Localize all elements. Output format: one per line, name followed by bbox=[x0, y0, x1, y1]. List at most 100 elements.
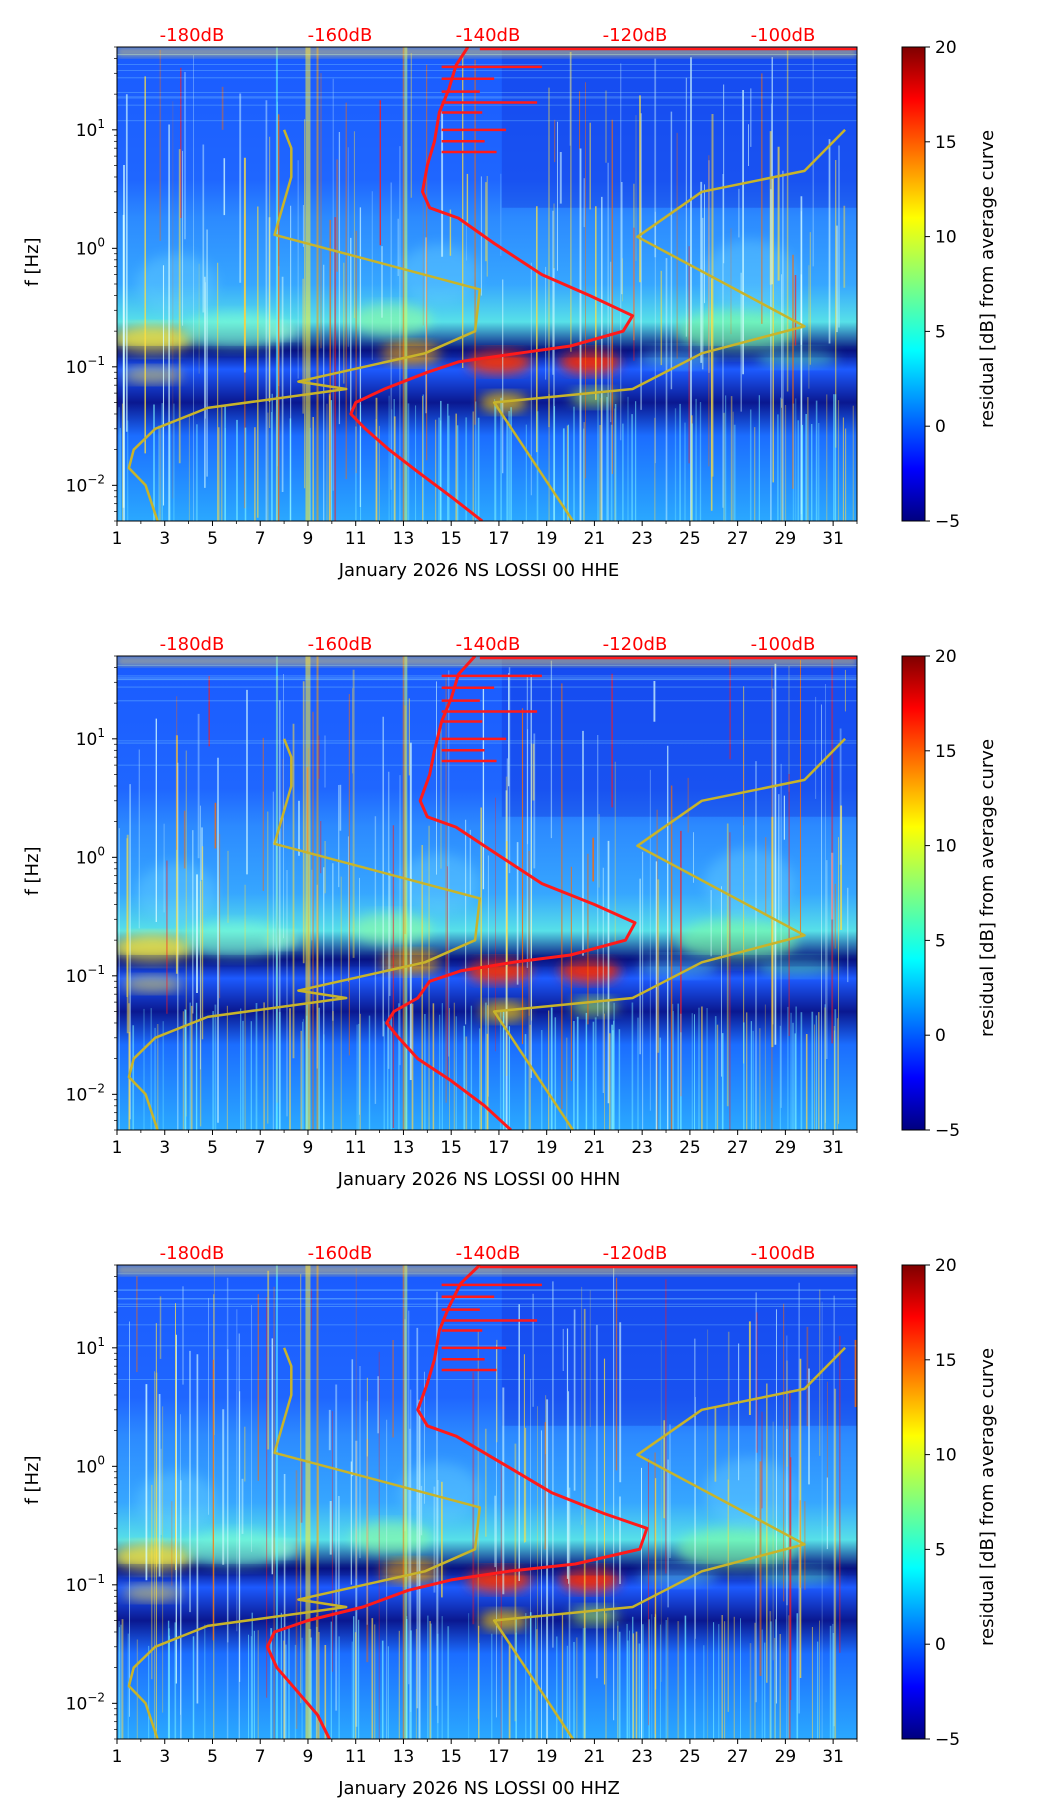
energy-patch bbox=[677, 918, 798, 963]
top-axis-label: -140dB bbox=[456, 1243, 521, 1264]
energy-patch bbox=[181, 922, 292, 959]
low-frequency-streaks bbox=[128, 1002, 839, 1130]
colorbar-tick-label: 15 bbox=[935, 742, 957, 762]
top-axis-label: -140dB bbox=[456, 25, 521, 46]
energy-patch bbox=[266, 323, 303, 340]
energy-patch bbox=[351, 303, 432, 336]
colorbar-label: residual [dB] from average curve bbox=[977, 130, 998, 428]
y-tick-label: 10−2 bbox=[66, 1081, 105, 1105]
x-tick-label: 5 bbox=[207, 1747, 218, 1767]
top-axis: -180dB -160dB -140dB -120dB -100dB bbox=[160, 25, 816, 46]
colorbar-tick-label: −5 bbox=[935, 1121, 960, 1141]
x-tick-label: 9 bbox=[303, 1138, 314, 1158]
x-tick-label: 3 bbox=[159, 1747, 170, 1767]
x-tick-label: 11 bbox=[345, 529, 367, 549]
top-axis-label: -120dB bbox=[603, 25, 668, 46]
top-axis-label: -100dB bbox=[751, 634, 816, 655]
energy-patch bbox=[117, 934, 193, 963]
y-axis: 10−2 10−1 100 101 bbox=[66, 655, 117, 1131]
colorbar-tick-label: 5 bbox=[935, 931, 946, 951]
x-tick-label: 27 bbox=[727, 1138, 749, 1158]
vertical-streaks bbox=[122, 47, 846, 521]
energy-patch bbox=[757, 1566, 838, 1585]
x-tick-label: 23 bbox=[631, 1138, 653, 1158]
x-tick-label: 5 bbox=[207, 529, 218, 549]
energy-patch bbox=[122, 1585, 183, 1602]
x-tick-label: 9 bbox=[303, 1747, 314, 1767]
x-tick-label: 25 bbox=[679, 529, 701, 549]
y-tick-label: 10−2 bbox=[66, 472, 105, 496]
y-axis-label: f [Hz] bbox=[22, 1455, 43, 1504]
energy-patch bbox=[117, 325, 193, 354]
y-tick-label: 10−2 bbox=[66, 1690, 105, 1714]
colorbar: −5 0 5 10 15 20 residual [dB] from average cur… bbox=[901, 1256, 998, 1750]
x-tick-label: 7 bbox=[255, 1747, 266, 1767]
x-tick-label: 21 bbox=[584, 1138, 606, 1158]
x-tick-label: 13 bbox=[393, 1138, 415, 1158]
top-axis-label: -180dB bbox=[160, 1243, 225, 1264]
x-tick-label: 11 bbox=[345, 1138, 367, 1158]
x-tick-label: 29 bbox=[775, 1747, 797, 1767]
x-tick-label: 9 bbox=[303, 529, 314, 549]
top-axis-label: -180dB bbox=[160, 25, 225, 46]
x-tick-label: 23 bbox=[631, 529, 653, 549]
mean-psd-curve bbox=[349, 47, 635, 521]
colorbar-tick-label: 20 bbox=[935, 1256, 957, 1276]
x-tick-label: 1 bbox=[112, 1138, 123, 1158]
colorbar-label: residual [dB] from average curve bbox=[977, 739, 998, 1037]
colorbar-tick-label: 10 bbox=[935, 1446, 957, 1466]
energy-patch bbox=[351, 912, 432, 945]
colorbar: −5 0 5 10 15 20 residual [dB] from average cur… bbox=[901, 647, 998, 1141]
heatmap-region bbox=[501, 656, 857, 817]
x-tick-label: 15 bbox=[440, 1747, 462, 1767]
energy-patch bbox=[399, 244, 480, 305]
x-tick-label: 21 bbox=[584, 1747, 606, 1767]
top-axis-label: -160dB bbox=[308, 634, 373, 655]
top-axis-label: -160dB bbox=[308, 25, 373, 46]
y-tick-label: 101 bbox=[76, 1335, 105, 1359]
heatmap-region bbox=[117, 1563, 857, 1576]
colorbar-tick-label: 15 bbox=[935, 1351, 957, 1371]
colorbar-tick-label: −5 bbox=[935, 1730, 960, 1750]
low-noise-model-curve bbox=[127, 738, 482, 1130]
x-axis: 1 3 5 7 9 11 13 15 17 19 21 23 25 27 29 31 bbox=[112, 1130, 858, 1158]
y-axis-label: f [Hz] bbox=[22, 846, 43, 895]
x-tick-label: 29 bbox=[775, 1138, 797, 1158]
top-band bbox=[117, 656, 857, 666]
x-axis: 1 3 5 7 9 11 13 15 17 19 21 23 25 27 29 31 bbox=[112, 1739, 858, 1767]
colorbar-label: residual [dB] from average curve bbox=[977, 1348, 998, 1646]
colorbar-tick-label: 0 bbox=[935, 1635, 946, 1655]
top-axis-label: -120dB bbox=[603, 634, 668, 655]
energy-patch bbox=[181, 1531, 292, 1568]
x-tick-label: 15 bbox=[440, 529, 462, 549]
y-tick-label: 101 bbox=[76, 726, 105, 750]
x-tick-label: 11 bbox=[345, 1747, 367, 1767]
psd-spikes bbox=[441, 47, 857, 154]
y-axis: 10−2 10−1 100 101 bbox=[66, 46, 117, 522]
energy-patch bbox=[117, 1543, 193, 1572]
colorbar-tick-label: 20 bbox=[935, 647, 957, 667]
x-axis: 1 3 5 7 9 11 13 15 17 19 21 23 25 27 29 31 bbox=[112, 521, 858, 549]
x-tick-label: 21 bbox=[584, 529, 606, 549]
energy-patch bbox=[122, 976, 183, 993]
x-axis-label: January 2026 NS LOSSI 00 HHZ bbox=[337, 1778, 620, 1799]
colorbar-tick-label: 0 bbox=[935, 1026, 946, 1046]
energy-patch bbox=[677, 309, 798, 354]
colorbar-gradient bbox=[901, 46, 926, 522]
y-axis: 10−2 10−1 100 101 bbox=[66, 1264, 117, 1740]
y-tick-label: 100 bbox=[76, 235, 105, 259]
top-band bbox=[117, 1265, 857, 1275]
x-tick-label: 25 bbox=[679, 1138, 701, 1158]
y-tick-label: 100 bbox=[76, 1453, 105, 1477]
low-frequency-streaks bbox=[118, 393, 854, 521]
x-tick-label: 17 bbox=[488, 1138, 510, 1158]
colorbar-gradient bbox=[901, 1264, 926, 1740]
top-axis-label: -180dB bbox=[160, 634, 225, 655]
colorbar-tick-label: −5 bbox=[935, 512, 960, 532]
y-axis-label: f [Hz] bbox=[22, 237, 43, 286]
low-noise-model-curve bbox=[127, 1347, 482, 1739]
colorbar-tick-label: 5 bbox=[935, 322, 946, 342]
colorbar-tick-label: 5 bbox=[935, 1540, 946, 1560]
energy-patch bbox=[399, 853, 480, 914]
